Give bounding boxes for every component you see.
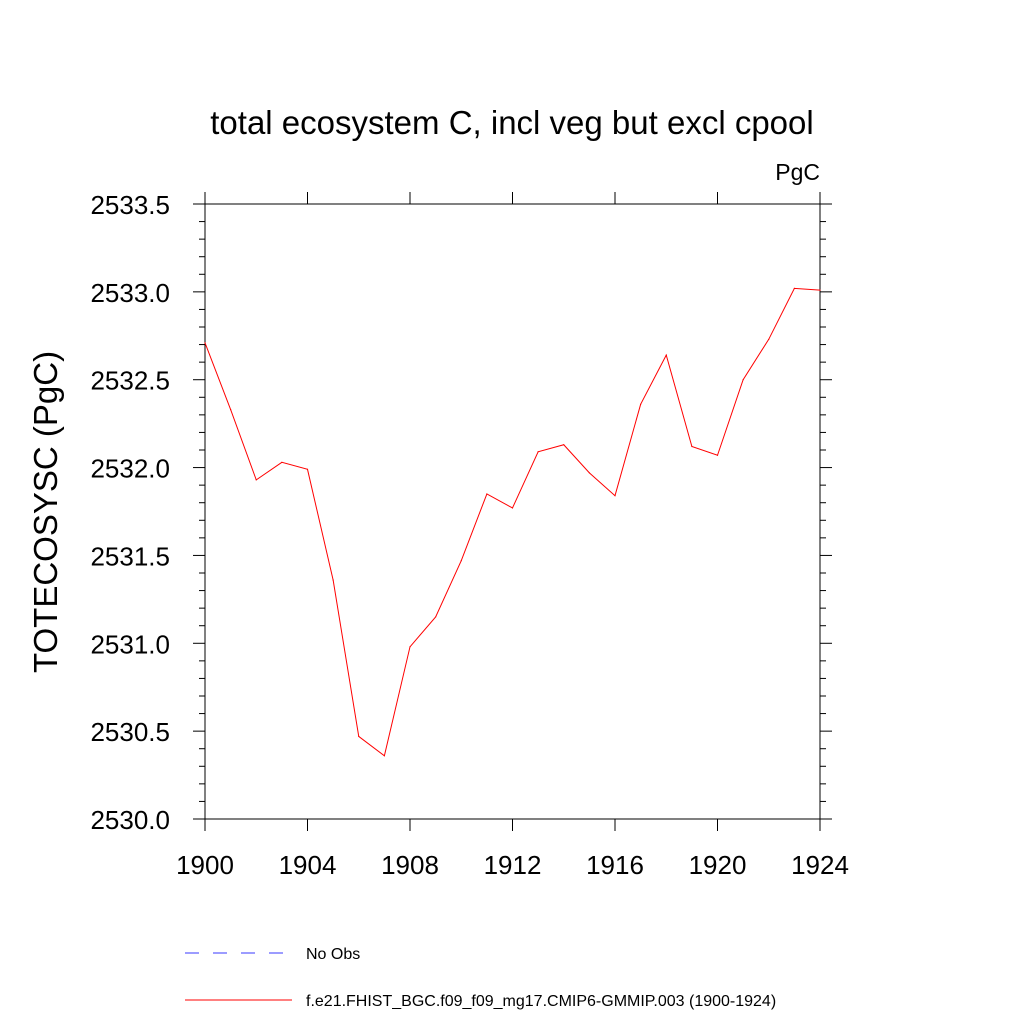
x-tick-label: 1908	[381, 850, 439, 880]
x-tick-label: 1924	[791, 850, 849, 880]
data-point	[563, 444, 565, 446]
series-layer	[204, 287, 821, 757]
data-point	[665, 354, 667, 356]
legend-label-no-obs: No Obs	[306, 946, 360, 963]
y-axis-title: TOTECOSYSC (PgC)	[27, 351, 64, 673]
data-point	[819, 289, 821, 291]
data-point	[383, 755, 385, 757]
x-tick-label: 1916	[586, 850, 644, 880]
data-point	[742, 379, 744, 381]
data-point	[588, 472, 590, 474]
y-tick-label: 2532.0	[90, 454, 170, 484]
y-tick-label: 2530.5	[90, 717, 170, 747]
x-tick-label: 1920	[689, 850, 747, 880]
data-point	[332, 579, 334, 581]
data-point	[204, 342, 206, 344]
data-point	[614, 495, 616, 497]
data-point	[230, 408, 232, 411]
y-tick-label: 2533.5	[90, 190, 170, 220]
x-tick-label: 1900	[176, 850, 234, 880]
y-tick-label: 2533.0	[90, 278, 170, 308]
data-point	[358, 735, 360, 738]
data-point	[255, 479, 257, 481]
y-tick-label: 2532.5	[90, 366, 170, 396]
y-tick-label: 2530.0	[90, 805, 170, 835]
axis-ticks	[193, 192, 832, 831]
data-point	[306, 468, 309, 470]
legend-label-model-run: f.e21.FHIST_BGC.f09_f09_mg17.CMIP6-GMMIP…	[306, 993, 776, 1010]
data-point	[511, 507, 514, 509]
data-point	[793, 287, 795, 289]
data-point	[691, 445, 693, 448]
data-point	[281, 461, 283, 463]
series-line	[204, 287, 821, 757]
data-point	[409, 646, 411, 648]
x-tick-label: 1912	[484, 850, 542, 880]
x-tick-label: 1904	[279, 850, 337, 880]
data-point	[486, 493, 488, 495]
data-point	[460, 560, 462, 562]
data-point	[716, 454, 719, 456]
plot-frame	[204, 203, 821, 820]
units-label: PgC	[775, 159, 820, 185]
y-tick-label: 2531.0	[90, 629, 170, 659]
data-point	[640, 403, 642, 405]
y-tick-label: 2531.5	[90, 541, 170, 571]
axis-tick-labels: 2530.0 2530.5 2531.0 2531.5 2532.0 2532.5 2533…	[90, 190, 848, 880]
data-point	[768, 338, 770, 340]
data-point	[435, 616, 437, 618]
chart-title: total ecosystem C, incl veg but excl cpo…	[210, 104, 813, 141]
data-point	[537, 451, 539, 453]
